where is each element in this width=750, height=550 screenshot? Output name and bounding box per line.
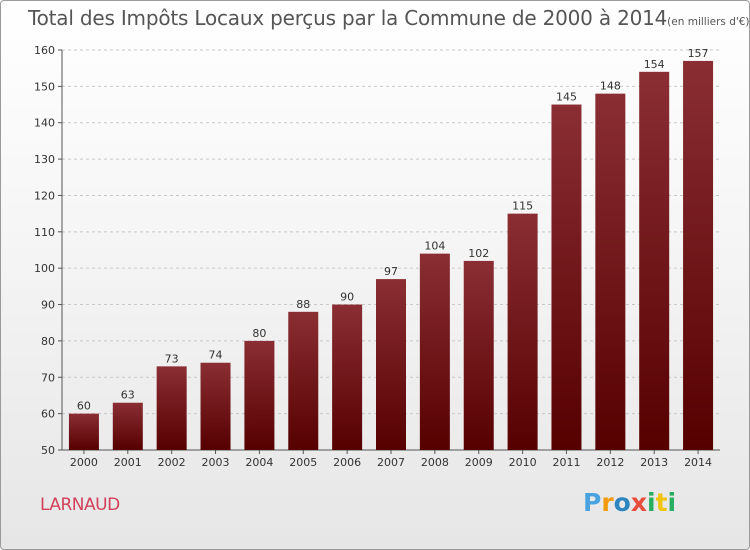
- value-label-2012: 148: [600, 80, 621, 93]
- x-tick-label-2014: 2014: [684, 456, 712, 469]
- y-tick-label-50: 50: [41, 444, 55, 457]
- x-tick-label-2002: 2002: [158, 456, 186, 469]
- chart-title-main: Total des Impôts Locaux perçus par la Co…: [28, 6, 668, 30]
- value-label-2000: 60: [77, 400, 91, 413]
- bar-2010: [507, 213, 538, 450]
- bar-2000: [68, 413, 99, 450]
- x-tick-label-2004: 2004: [245, 456, 273, 469]
- y-tick-label-130: 130: [34, 153, 55, 166]
- logo-letter: x: [630, 488, 647, 517]
- y-tick-label-90: 90: [41, 299, 55, 312]
- bar-2001: [112, 402, 143, 450]
- bar-2008: [419, 253, 450, 450]
- bar-2002: [156, 366, 187, 450]
- value-label-2002: 73: [165, 352, 179, 365]
- value-label-2010: 115: [512, 200, 533, 213]
- value-label-2011: 145: [556, 91, 577, 104]
- logo-letter: r: [601, 488, 614, 517]
- x-tick-label-2000: 2000: [70, 456, 98, 469]
- bar-2011: [551, 104, 582, 450]
- bar-2006: [332, 304, 363, 450]
- value-label-2014: 157: [688, 47, 709, 60]
- x-tick-label-2013: 2013: [640, 456, 668, 469]
- y-tick-label-140: 140: [34, 117, 55, 130]
- bar-2013: [639, 71, 670, 451]
- x-tick-label-2006: 2006: [333, 456, 361, 469]
- bar-2003: [200, 362, 231, 450]
- value-label-2013: 154: [644, 58, 665, 71]
- logo-letter: t: [655, 488, 668, 517]
- x-tick-label-2003: 2003: [202, 456, 230, 469]
- y-tick-label-150: 150: [34, 80, 55, 93]
- y-tick-label-60: 60: [41, 408, 55, 421]
- proxiti-logo: Proxiti: [583, 488, 676, 517]
- bar-2005: [288, 311, 319, 450]
- y-tick-label-160: 160: [34, 44, 55, 57]
- x-tick-label-2011: 2011: [552, 456, 580, 469]
- y-tick-label-80: 80: [41, 335, 55, 348]
- value-label-2001: 63: [121, 389, 135, 402]
- y-tick-label-70: 70: [41, 371, 55, 384]
- logo-letter: o: [613, 488, 631, 517]
- value-label-2005: 88: [296, 298, 310, 311]
- bar-2004: [244, 340, 275, 450]
- value-label-2009: 102: [468, 247, 489, 260]
- x-tick-label-2009: 2009: [465, 456, 493, 469]
- bar-2012: [595, 93, 626, 451]
- logo-letter: i: [647, 488, 656, 517]
- y-tick-label-120: 120: [34, 189, 55, 202]
- logo-letter: P: [583, 488, 602, 517]
- y-tick-label-110: 110: [34, 226, 55, 239]
- y-tick-label-100: 100: [34, 262, 55, 275]
- bar-2009: [463, 260, 494, 450]
- value-label-2006: 90: [340, 291, 354, 304]
- commune-name: LARNAUD: [40, 495, 120, 515]
- value-label-2004: 80: [252, 327, 266, 340]
- value-label-2008: 104: [424, 240, 445, 253]
- value-label-2007: 97: [384, 265, 398, 278]
- x-tick-label-2005: 2005: [289, 456, 317, 469]
- chart-title-unit: (en milliers d'€): [667, 16, 750, 28]
- x-tick-label-2012: 2012: [596, 456, 624, 469]
- bar-2014: [683, 60, 714, 451]
- logo-letter: i: [667, 488, 677, 517]
- chart-title: Total des Impôts Locaux perçus par la Co…: [28, 6, 750, 30]
- x-tick-label-2008: 2008: [421, 456, 449, 469]
- value-label-2003: 74: [209, 349, 223, 362]
- bar-2007: [376, 279, 406, 450]
- x-tick-label-2010: 2010: [509, 456, 537, 469]
- x-tick-label-2001: 2001: [114, 456, 142, 469]
- x-tick-label-2007: 2007: [377, 456, 405, 469]
